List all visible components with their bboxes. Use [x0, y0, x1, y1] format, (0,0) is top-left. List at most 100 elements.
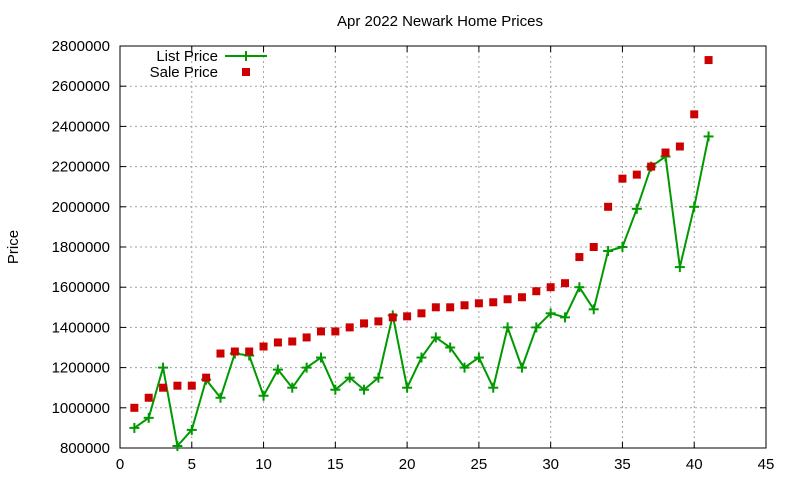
y-tick-label: 2000000: [52, 199, 110, 216]
sale-price-point: [173, 381, 182, 390]
y-tick-label: 2200000: [52, 159, 110, 176]
sale-price-point: [532, 287, 541, 296]
x-tick-label: 0: [116, 456, 124, 473]
list-price-point: [674, 262, 685, 273]
sale-price-point: [690, 110, 699, 119]
y-tick-label: 1000000: [52, 400, 110, 417]
y-tick-label: 1400000: [52, 319, 110, 336]
list-price-point: [330, 384, 341, 395]
list-price-point: [545, 308, 556, 319]
sale-price-point: [159, 383, 168, 392]
list-price-point: [143, 412, 154, 423]
list-price-point: [516, 362, 527, 373]
sale-price-point: [345, 323, 354, 332]
legend-marker-list-price: [241, 51, 251, 61]
axis-ticks: 800000 1000000 1200000 1400000 1600000 180000…: [52, 38, 775, 473]
list-price-point: [215, 392, 226, 403]
list-price-point: [459, 362, 470, 373]
sale-price-point: [460, 301, 469, 310]
sale-price-point: [589, 243, 598, 251]
y-tick-label: 1600000: [52, 279, 110, 296]
plot-frame: [119, 45, 767, 449]
x-tick-label: 15: [327, 456, 344, 473]
sale-price-point: [331, 327, 340, 336]
list-price-point: [402, 382, 413, 393]
list-price-point: [531, 322, 542, 333]
sale-price-series: [130, 56, 713, 412]
series-layer: [129, 56, 714, 451]
y-tick-label: 1800000: [52, 239, 110, 256]
y-tick-label: 2800000: [52, 38, 110, 55]
sale-price-point: [273, 338, 282, 347]
y-tick-label: 2400000: [52, 118, 110, 135]
sale-price-point: [618, 174, 627, 183]
sale-price-point: [288, 337, 297, 346]
list-price-point: [129, 422, 140, 433]
sale-price-point: [403, 312, 412, 321]
sale-price-point: [316, 327, 325, 336]
sale-price-point: [202, 373, 211, 382]
sale-price-point: [259, 342, 268, 351]
list-price-point: [373, 372, 384, 383]
sale-price-point: [431, 303, 440, 312]
list-price-point: [488, 382, 499, 393]
sale-price-point: [517, 293, 526, 302]
list-price-point: [258, 390, 269, 401]
sale-price-point: [546, 283, 555, 292]
legend-label-list-price: List Price: [156, 48, 218, 65]
list-price-point: [315, 352, 326, 363]
sale-price-point: [675, 142, 684, 151]
list-price-point: [502, 322, 513, 333]
list-price-point: [172, 440, 183, 451]
sale-price-point: [704, 56, 713, 65]
sale-price-point: [130, 403, 139, 412]
list-price-series: [129, 131, 714, 451]
sale-price-point: [187, 381, 196, 390]
list-price-point: [301, 362, 312, 373]
list-price-point: [617, 242, 628, 252]
sale-price-point: [302, 333, 311, 342]
sale-price-point: [446, 303, 455, 312]
sale-price-point: [417, 309, 426, 318]
sale-price-point: [489, 298, 498, 307]
x-tick-label: 5: [188, 456, 196, 473]
list-price-point: [603, 246, 614, 257]
x-tick-label: 30: [542, 456, 559, 473]
sale-price-point: [604, 202, 613, 211]
chart-title: Apr 2022 Newark Home Prices: [337, 13, 543, 30]
sale-price-point: [661, 148, 670, 157]
sale-price-point: [561, 279, 570, 288]
x-tick-label: 35: [614, 456, 631, 473]
list-price-point: [560, 312, 571, 323]
list-price-point: [703, 131, 714, 142]
sale-price-point: [230, 347, 239, 356]
list-price-point: [359, 384, 370, 395]
list-price-point: [588, 304, 599, 315]
sale-price-point: [388, 313, 397, 322]
x-tick-label: 40: [686, 456, 703, 473]
sale-price-point: [144, 393, 153, 402]
list-price-point: [158, 362, 169, 373]
sale-price-point: [647, 162, 656, 171]
grid: [120, 46, 766, 448]
list-price-point: [344, 372, 355, 383]
x-tick-label: 45: [758, 456, 775, 473]
list-price-point: [574, 282, 585, 293]
list-price-point: [631, 203, 642, 214]
sale-price-point: [503, 295, 512, 304]
sale-price-point: [474, 299, 483, 308]
list-price-point: [186, 424, 197, 435]
legend-marker-sale-price: [242, 68, 250, 76]
legend-label-sale-price: Sale Price: [150, 64, 218, 81]
sale-price-point: [360, 319, 369, 328]
list-price-point: [416, 352, 427, 363]
list-price-point: [473, 352, 484, 363]
y-axis-label: Price: [5, 230, 22, 264]
y-tick-label: 2600000: [52, 78, 110, 95]
y-tick-label: 1200000: [52, 360, 110, 377]
sale-price-point: [216, 349, 225, 358]
sale-price-point: [632, 170, 641, 179]
